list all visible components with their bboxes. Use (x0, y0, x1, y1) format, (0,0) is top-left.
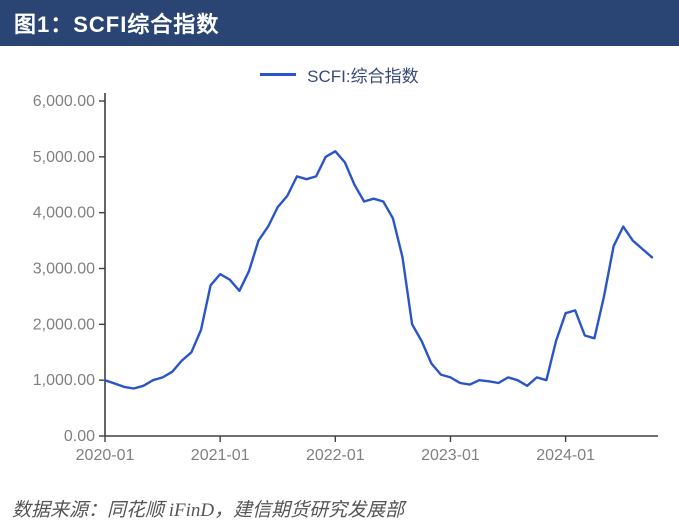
svg-text:6,000.00: 6,000.00 (33, 93, 95, 110)
data-source-note: 数据来源：同花顺 iFinD，建信期货研究发展部 (12, 495, 404, 522)
svg-text:2021-01: 2021-01 (191, 447, 250, 464)
svg-text:2022-01: 2022-01 (306, 447, 365, 464)
svg-text:1,000.00: 1,000.00 (33, 372, 95, 389)
chart-header: 图1：SCFI综合指数 (0, 0, 679, 46)
svg-text:2,000.00: 2,000.00 (33, 316, 95, 333)
chart-title: 图1：SCFI综合指数 (14, 7, 219, 39)
svg-text:2024-01: 2024-01 (536, 447, 595, 464)
svg-text:2023-01: 2023-01 (421, 447, 480, 464)
chart-area: SCFI:综合指数 0.001,000.002,000.003,000.004,… (0, 46, 679, 490)
svg-text:0.00: 0.00 (64, 428, 95, 445)
svg-text:3,000.00: 3,000.00 (33, 261, 95, 278)
svg-text:5,000.00: 5,000.00 (33, 149, 95, 166)
line-chart-svg: 0.00 1,000.00 2,000.00 3,000.00 4,000.00 5,00… (0, 46, 679, 490)
svg-text:4,000.00: 4,000.00 (33, 205, 95, 222)
svg-text:2020-01: 2020-01 (76, 447, 135, 464)
